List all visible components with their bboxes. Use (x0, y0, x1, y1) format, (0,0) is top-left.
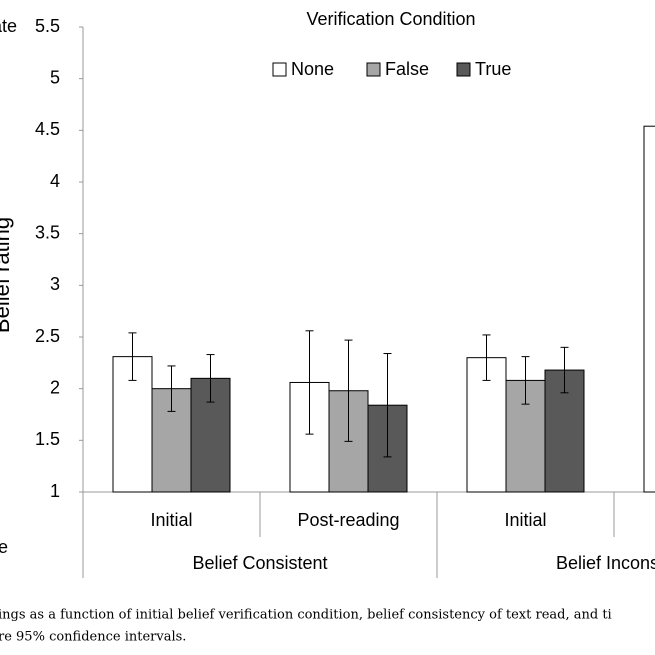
caption-line: re 95% confidence intervals. (0, 630, 186, 645)
y-axis-label: Belief rating (0, 217, 14, 333)
legend-swatch (456, 62, 471, 77)
legend-swatch (272, 62, 287, 77)
y-tick-label: 3 (50, 274, 60, 294)
y-tick-label: 5.5 (35, 16, 60, 36)
legend-label: False (385, 59, 429, 79)
x-tick-label: Initial (504, 510, 546, 530)
y-tick-label: 1.5 (35, 429, 60, 449)
y-tick-label: 2 (50, 377, 60, 397)
y-tick-label: 4 (50, 171, 60, 191)
group-label: Belief Consistent (192, 553, 327, 573)
y-tick-label: 4.5 (35, 119, 60, 139)
error-bar (560, 346, 569, 394)
error-bar (305, 330, 314, 435)
error-bar (167, 365, 176, 412)
cropped-label: ate (0, 16, 17, 36)
legend-swatch (366, 62, 381, 77)
y-tick-label: 1 (50, 481, 60, 501)
y-tick-label: 2.5 (35, 326, 60, 346)
bar (643, 125, 655, 493)
x-tick-label: Initial (150, 510, 192, 530)
legend-label: None (291, 59, 334, 79)
caption-line: ings as a function of initial belief ver… (0, 608, 612, 623)
cropped-label: e (0, 537, 8, 557)
error-bar (521, 356, 530, 405)
error-bar (128, 332, 137, 381)
error-bar (344, 339, 353, 442)
error-bar (206, 354, 215, 403)
x-tick-label: Post-reading (297, 510, 399, 530)
group-label: Belief Inconsis (556, 553, 655, 573)
bar (112, 356, 153, 493)
y-tick-label: 5 (50, 67, 60, 87)
legend-title: Verification Condition (306, 9, 475, 29)
y-tick-label: 3.5 (35, 222, 60, 242)
legend-label: True (475, 59, 511, 79)
error-bar (383, 353, 392, 458)
error-bar (482, 334, 491, 381)
